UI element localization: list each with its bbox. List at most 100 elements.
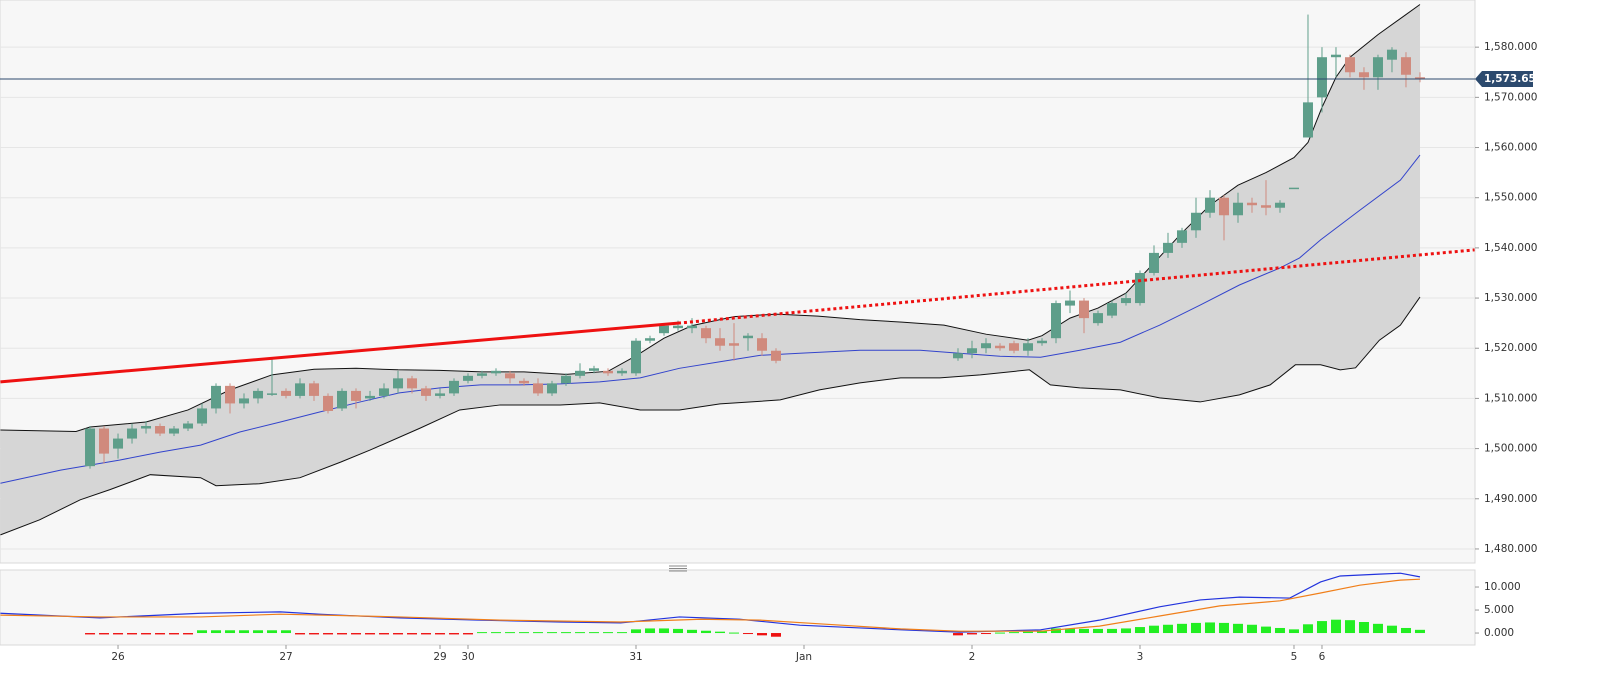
y-tick-label: 1,550.000	[1484, 192, 1537, 204]
candle-body	[211, 385, 222, 409]
histogram-bar	[547, 632, 558, 634]
histogram-bar	[1218, 622, 1229, 634]
x-tick-label: 27	[279, 651, 292, 663]
candle-body	[421, 388, 432, 396]
candle-body	[1274, 202, 1285, 208]
x-tick-label: Jan	[795, 651, 812, 663]
candle-body	[1050, 303, 1061, 339]
candle-body	[1134, 272, 1145, 304]
histogram-bar	[239, 630, 250, 634]
histogram-bar	[589, 632, 600, 634]
candle-body	[505, 373, 516, 379]
histogram-bar	[1092, 628, 1103, 634]
candle-body	[491, 370, 502, 374]
histogram-bar	[1120, 628, 1131, 634]
candle-body	[756, 338, 767, 351]
histogram-bar	[1246, 624, 1257, 634]
histogram-bar	[742, 633, 753, 635]
histogram-bar	[631, 629, 642, 634]
x-tick-label: 2	[969, 651, 976, 663]
candle-body	[1078, 300, 1089, 319]
trendline	[677, 248, 1475, 325]
histogram-bar	[603, 632, 614, 634]
histogram-bar	[1344, 620, 1355, 634]
histogram-bar	[491, 632, 502, 634]
candle-body	[519, 380, 530, 384]
candle-body	[337, 390, 348, 409]
candle-body	[589, 368, 600, 371]
histogram-bar	[85, 633, 96, 635]
candle-body	[1288, 187, 1299, 190]
histogram-bar	[1190, 622, 1201, 634]
y-tick-label: 1,540.000	[1484, 242, 1537, 254]
histogram-bar	[1078, 628, 1089, 634]
y-tick-label: 0.000	[1484, 627, 1514, 639]
candle-body	[1022, 343, 1033, 351]
histogram-bar	[463, 633, 474, 635]
candle-body	[127, 428, 138, 439]
x-tick-label: 6	[1319, 651, 1326, 663]
candle-body	[547, 383, 558, 394]
histogram-bar	[1232, 623, 1243, 634]
candle-body	[1414, 77, 1425, 79]
candle-body	[1036, 340, 1047, 344]
y-tick-label: 1,560.000	[1484, 142, 1537, 154]
candle-body	[1064, 300, 1075, 306]
histogram-bar	[1330, 619, 1341, 634]
histogram-bar	[295, 633, 306, 635]
panel-resize-handle[interactable]	[669, 565, 687, 572]
histogram-bar	[1302, 624, 1313, 634]
histogram-bar	[393, 633, 404, 635]
histogram-bar	[449, 633, 460, 635]
histogram-bar	[225, 630, 236, 634]
candle-body	[225, 385, 236, 404]
histogram-bar	[1036, 630, 1047, 634]
histogram-bar	[1274, 627, 1285, 634]
histogram-bar	[1134, 627, 1145, 634]
candle-body	[1190, 212, 1201, 231]
candle-body	[561, 375, 572, 384]
y-tick-label: 1,480.000	[1484, 543, 1537, 555]
histogram-bar	[323, 633, 334, 635]
histogram-bar	[421, 633, 432, 635]
candle-body	[742, 335, 753, 339]
candle-body	[673, 325, 684, 329]
upper-band	[0, 4, 1421, 433]
histogram-bar	[435, 633, 446, 635]
candle-body	[1358, 72, 1369, 78]
candle-body	[603, 370, 614, 374]
y-tick-label: 1,490.000	[1484, 493, 1537, 505]
histogram-bar	[575, 632, 586, 634]
candle-body	[407, 378, 418, 389]
histogram-bar	[1022, 631, 1033, 634]
y-tick-label: 1,580.000	[1484, 41, 1537, 53]
candle-body	[85, 428, 96, 467]
candle-body	[1344, 57, 1355, 73]
last-price-label: 1,573.655	[1484, 73, 1543, 85]
histogram-bar	[309, 633, 320, 635]
histogram-bar	[1148, 625, 1159, 634]
candle-body	[1246, 202, 1257, 206]
candle-body	[966, 348, 977, 354]
y-tick-label: 1,500.000	[1484, 443, 1537, 455]
histogram-bar	[1106, 628, 1117, 634]
lower-band	[0, 296, 1421, 536]
histogram-bar	[337, 633, 348, 635]
histogram-bar	[1316, 621, 1327, 634]
candle-body	[1218, 197, 1229, 216]
candle-body	[239, 398, 250, 404]
histogram-bar	[645, 628, 656, 634]
histogram-bar	[1288, 629, 1299, 634]
middle-band	[0, 154, 1421, 484]
candle-body	[1386, 49, 1397, 60]
histogram-bar	[1260, 626, 1271, 634]
x-tick-label: 5	[1291, 651, 1298, 663]
y-tick-label: 1,520.000	[1484, 342, 1537, 354]
histogram-bar	[155, 633, 166, 635]
candle-body	[1106, 303, 1117, 316]
x-tick-label: 31	[629, 651, 642, 663]
last-price-tag	[1475, 71, 1533, 88]
histogram-bar	[1372, 623, 1383, 634]
candle-body	[253, 390, 264, 399]
y-tick-label: 1,530.000	[1484, 292, 1537, 304]
